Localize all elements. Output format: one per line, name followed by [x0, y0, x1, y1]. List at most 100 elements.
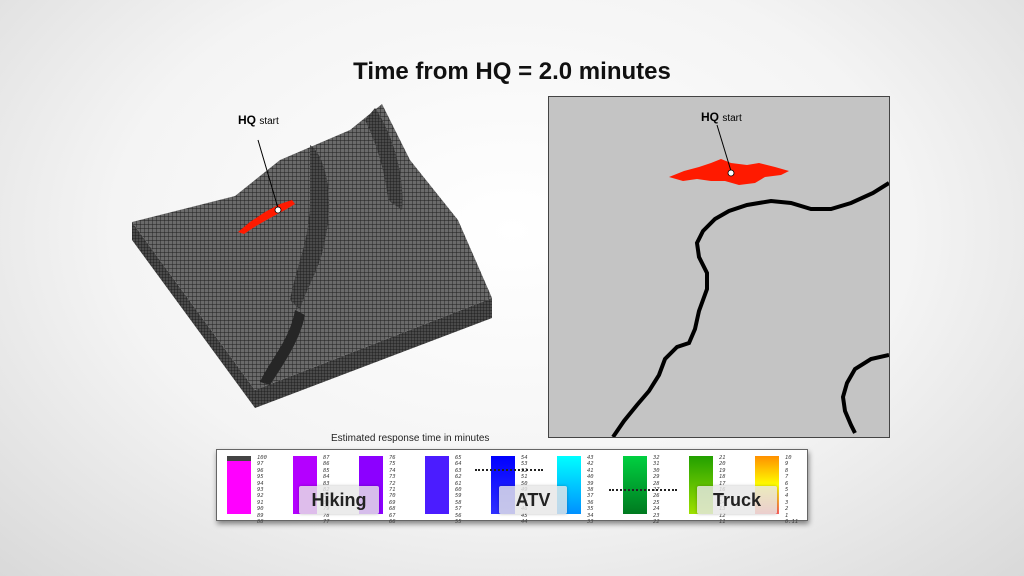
terrain-front-wall — [255, 298, 492, 408]
legend-value: 28 — [653, 480, 660, 487]
legend-value: 74 — [389, 467, 396, 474]
legend-value: 36 — [587, 499, 594, 506]
legend-title: Estimated response time in minutes — [331, 433, 490, 444]
legend-value: 76 — [389, 455, 396, 461]
legend-value: 69 — [389, 499, 396, 506]
map-2d — [611, 124, 889, 437]
legend-value: 4 — [785, 493, 789, 500]
legend-value: 91 — [257, 499, 264, 506]
hq-marker-2d — [727, 169, 735, 177]
legend-value: 54 — [521, 455, 528, 461]
legend-value: 60 — [455, 486, 462, 493]
legend-value: 33 — [587, 518, 594, 525]
legend-value: 100 — [257, 455, 267, 461]
legend-value: 63 — [455, 467, 462, 474]
legend-value: 29 — [653, 474, 660, 481]
legend-bar-green — [623, 456, 647, 514]
legend-value: 10 — [785, 455, 792, 461]
legend-value: 55 — [455, 518, 462, 525]
legend-value: 88 — [257, 518, 264, 525]
legend-value: 8 — [785, 467, 789, 474]
legend-value: 64 — [455, 461, 462, 468]
legend-value: 87 — [323, 455, 330, 461]
legend-value: 57 — [455, 506, 462, 513]
hq-marker-3d — [274, 206, 282, 214]
legend-value: 71 — [389, 486, 396, 493]
terrain-3d-model — [132, 104, 492, 408]
legend-value: 61 — [455, 480, 462, 487]
legend-value: 96 — [257, 467, 264, 474]
legend-value: 7 — [785, 474, 789, 481]
mode-label-hiking: Hiking — [299, 486, 379, 514]
legend-value: 18 — [719, 474, 726, 481]
legend-value: 22 — [653, 518, 660, 525]
legend-value: 41 — [587, 467, 594, 474]
slide-title: Time from HQ = 2.0 minutes — [353, 58, 671, 85]
hq-pointer-line-2d — [716, 124, 732, 172]
legend-value: 24 — [653, 506, 660, 513]
legend-value: 45 — [521, 512, 528, 519]
legend-numbers-col-4: 65 64 63 62 61 60 59 58 57 56 55 — [455, 455, 462, 525]
legend-value: 42 — [587, 461, 594, 468]
road-secondary — [840, 353, 889, 434]
legend-value: 34 — [587, 512, 594, 519]
legend-bar-magenta — [227, 456, 251, 514]
legend-value: 2 — [785, 506, 789, 513]
legend-value: 26 — [653, 493, 660, 500]
legend-value: 93 — [257, 486, 264, 493]
hq-label-2d: HQ start — [701, 110, 742, 124]
legend-value: 19 — [719, 467, 726, 474]
legend-value: 21 — [719, 455, 726, 461]
legend-value: 0.11 — [785, 518, 799, 525]
legend-value: 23 — [653, 512, 660, 519]
legend-value: 94 — [257, 480, 264, 487]
legend-value: 62 — [455, 474, 462, 481]
legend-value: 20 — [719, 461, 726, 468]
road-main — [611, 181, 889, 437]
legend-value: 83 — [323, 480, 330, 487]
legend-value: 84 — [323, 474, 330, 481]
map-2d-panel: HQ start — [548, 96, 890, 438]
legend-value: 70 — [389, 493, 396, 500]
legend-value: 92 — [257, 493, 264, 500]
legend-value: 31 — [653, 461, 660, 468]
legend-value: 17 — [719, 480, 726, 487]
legend-value: 12 — [719, 512, 726, 519]
mode-label-truck: Truck — [697, 486, 777, 514]
legend-value: 65 — [455, 455, 462, 461]
legend-value: 72 — [389, 480, 396, 487]
legend-value: 11 — [719, 518, 726, 525]
legend-value: 68 — [389, 506, 396, 513]
legend-value: 39 — [587, 480, 594, 487]
legend-bar-indigo — [425, 456, 449, 514]
legend-value: 58 — [455, 499, 462, 506]
legend-numbers-col-6: 43 42 41 40 39 38 37 36 35 34 33 — [587, 455, 594, 525]
legend-value: 95 — [257, 474, 264, 481]
legend-value: 59 — [455, 493, 462, 500]
legend-value: 50 — [521, 480, 528, 487]
legend-separator-1 — [475, 469, 543, 471]
legend-value: 37 — [587, 493, 594, 500]
mode-label-atv: ATV — [499, 486, 567, 514]
legend-value: 89 — [257, 512, 264, 519]
legend-value: 43 — [587, 455, 594, 461]
legend-value: 6 — [785, 480, 789, 487]
legend-value: 86 — [323, 461, 330, 468]
legend-value: 75 — [389, 461, 396, 468]
legend-numbers-col-3: 76 75 74 73 72 71 70 69 68 67 66 — [389, 455, 396, 525]
legend-numbers-col-1: 100 97 96 95 94 93 92 91 90 89 88 — [257, 455, 267, 525]
terrain-ridge-2 — [365, 108, 403, 210]
legend-value: 78 — [323, 512, 330, 519]
legend-value: 66 — [389, 518, 396, 525]
legend-value: 51 — [521, 474, 528, 481]
legend-value: 3 — [785, 499, 789, 506]
legend-value: 38 — [587, 486, 594, 493]
legend-value: 30 — [653, 467, 660, 474]
legend-value: 53 — [521, 461, 528, 468]
hq-label-3d: HQ start — [238, 113, 279, 127]
legend-value: 32 — [653, 455, 660, 461]
legend-numbers-col-9: 10 9 8 7 6 5 4 3 2 1 0.11 — [785, 455, 798, 525]
terrain-valley-road — [260, 310, 305, 385]
legend-value: 67 — [389, 512, 396, 519]
